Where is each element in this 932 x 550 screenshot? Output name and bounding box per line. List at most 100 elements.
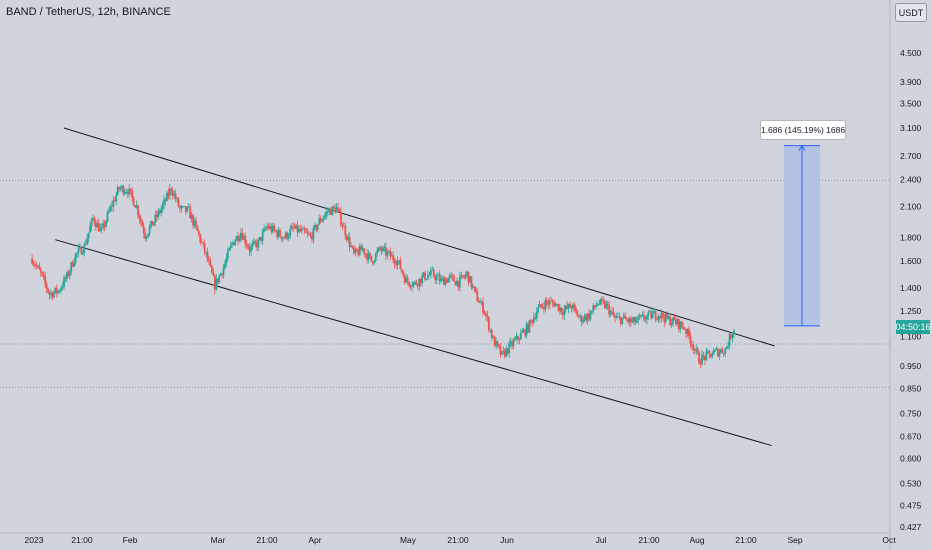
candle-body: [428, 274, 431, 276]
candle-body: [77, 248, 80, 253]
candle-body: [464, 274, 467, 278]
candle-body: [400, 269, 403, 272]
candle-body: [248, 247, 251, 252]
candle-body: [548, 300, 551, 305]
candle-body: [353, 247, 355, 253]
candle-body: [100, 227, 103, 229]
candle-body: [55, 287, 58, 293]
candle-body: [609, 311, 612, 315]
candle-body: [228, 248, 231, 251]
candle-body: [93, 217, 96, 224]
candle-body: [473, 286, 476, 289]
candle-body: [579, 316, 582, 317]
candle-body: [692, 345, 695, 350]
candle-body: [116, 187, 119, 195]
candle-body: [461, 275, 464, 278]
candle-body: [540, 304, 542, 307]
candle-body: [377, 247, 380, 251]
candle-body: [728, 334, 731, 346]
candle-body: [186, 206, 189, 212]
candle-body: [683, 328, 686, 330]
candle-body: [619, 317, 622, 324]
trend-channel[interactable]: [55, 127, 775, 447]
price-tick-label: 0.475: [900, 501, 922, 511]
candle-body: [273, 225, 276, 231]
candle-body: [496, 341, 499, 345]
candle-body: [390, 255, 393, 257]
candle-body: [564, 305, 567, 310]
candle-body: [137, 205, 139, 215]
candle-body: [460, 275, 463, 277]
candle-body: [537, 307, 540, 313]
candle-body: [89, 226, 91, 233]
candle-body: [547, 302, 550, 305]
candle-body: [160, 208, 163, 213]
candle-body: [144, 233, 147, 239]
candle-body: [37, 265, 39, 267]
price-range-measure[interactable]: [784, 144, 820, 327]
candle-body: [245, 243, 248, 246]
candle-body: [490, 330, 493, 338]
candle-body: [345, 235, 348, 240]
candle-body: [730, 334, 732, 339]
candle-body: [231, 242, 234, 245]
candle-body: [380, 248, 383, 251]
candle-body: [592, 305, 595, 311]
candle-body: [139, 218, 142, 222]
candle-body: [643, 314, 645, 320]
candle-body: [528, 320, 531, 333]
candle-body: [64, 277, 67, 280]
candle-body: [593, 305, 596, 308]
candle-body: [454, 281, 457, 286]
candle-body: [119, 188, 122, 189]
candle-body: [154, 214, 157, 223]
candle-body: [554, 303, 557, 307]
candle-body: [112, 200, 115, 207]
candle-body: [121, 186, 123, 189]
candle-body: [505, 348, 508, 357]
candle-body: [238, 238, 241, 241]
currency-button[interactable]: USDT: [895, 3, 927, 22]
candle-body: [177, 198, 180, 207]
candle-body: [634, 317, 637, 323]
candle-body: [432, 269, 435, 277]
candle-body: [480, 301, 483, 303]
candle-body: [457, 280, 460, 288]
candle-body: [128, 188, 131, 195]
candle-body: [213, 275, 216, 290]
candle-body: [590, 310, 593, 313]
candle-body: [696, 348, 699, 353]
candle-body: [57, 290, 60, 293]
candle-body: [79, 246, 81, 249]
candle-body: [661, 312, 664, 318]
candle-body: [183, 206, 186, 207]
time-tick-label: Oct: [882, 535, 896, 545]
candle-body: [373, 260, 376, 264]
candle-body: [342, 225, 345, 227]
candle-body: [126, 192, 129, 195]
candle-body: [277, 230, 280, 237]
candle-body: [132, 197, 135, 206]
candle-body: [651, 313, 654, 319]
candle-body: [305, 231, 308, 233]
candle-body: [506, 348, 509, 354]
candle-body: [701, 354, 703, 365]
time-axis[interactable]: 2023 21:00 Feb Mar 21:00 Apr May 21:00 Jun Jul 21:…: [0, 532, 896, 545]
candle-body: [673, 317, 676, 321]
candle-body: [501, 351, 503, 355]
candle-body: [321, 219, 323, 222]
candle-body: [632, 317, 635, 322]
candle-body: [327, 211, 329, 213]
price-axis[interactable]: 4.500 3.900 3.500 3.100 2.700 2.400 2.100 1.800…: [889, 0, 922, 550]
candle-body: [531, 320, 534, 323]
candle-body: [509, 341, 512, 344]
candle-body: [406, 277, 409, 282]
candle-body: [721, 349, 724, 354]
candle-body: [561, 312, 564, 316]
channel-line-lower: [55, 239, 772, 447]
candle-body: [195, 220, 197, 226]
candle-body: [206, 251, 209, 260]
candle-body: [376, 250, 379, 254]
candle-body: [34, 264, 36, 266]
